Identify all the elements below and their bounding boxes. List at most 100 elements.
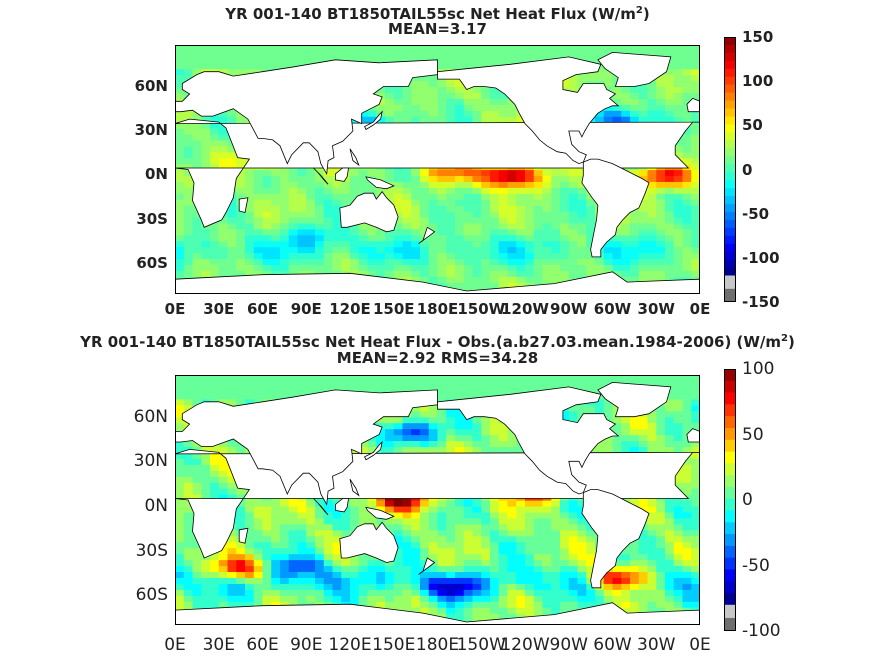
heatmap-cell [236, 169, 246, 177]
heatmap-cell [437, 104, 447, 111]
heatmap-cell [428, 428, 439, 436]
heatmap-cell [498, 222, 509, 230]
heatmap-cell [227, 577, 237, 584]
heatmap-cell [236, 446, 246, 453]
heatmap-cell [420, 211, 430, 218]
heatmap-cell [612, 571, 622, 578]
heatmap-cell [507, 181, 517, 188]
heatmap-cell [367, 583, 377, 590]
heatmap-cell [315, 246, 325, 254]
heatmap-cell [192, 452, 202, 459]
heatmap-cell [621, 228, 631, 236]
heatmap-cell [367, 169, 377, 177]
heatmap-cell [533, 559, 544, 567]
heatmap-cell [665, 595, 675, 602]
heatmap-cell [621, 258, 631, 265]
heatmap-cell [385, 104, 395, 111]
heatmap-cell [542, 252, 552, 260]
heatmap-cell [542, 583, 552, 590]
heatmap-cell [551, 175, 561, 182]
heatmap-cell [455, 547, 465, 555]
heatmap-cell [455, 104, 465, 111]
heatmap-cell [446, 416, 456, 424]
heatmap-cell [210, 50, 220, 58]
heatmap-cell [227, 56, 237, 64]
heatmap-cell [376, 246, 386, 254]
heatmap-cell [656, 45, 666, 52]
heatmap-cell [673, 86, 684, 94]
heatmap-cell [656, 264, 666, 271]
heatmap-cell [183, 392, 194, 400]
heatmap-cell [402, 511, 412, 519]
heatmap-cell [402, 428, 412, 436]
heatmap-cell [227, 240, 237, 248]
heatmap-cell [691, 50, 700, 58]
heatmap-cell [665, 392, 675, 400]
heatmap-cell [385, 98, 395, 105]
heatmap-cell [446, 440, 456, 448]
heatmap-cell [665, 535, 675, 543]
heatmap-cell [297, 559, 307, 567]
heatmap-cell [210, 601, 220, 608]
heatmap-cell [542, 264, 552, 271]
heatmap-cell [271, 240, 281, 248]
heatmap-cell [463, 386, 474, 394]
heatmap-cell [490, 511, 500, 519]
heatmap-cell [385, 422, 395, 430]
heatmap-cell [376, 228, 386, 236]
heatmap-cell [498, 216, 509, 224]
heatmap-cell [533, 193, 544, 200]
heatmap-cell [516, 595, 526, 602]
heatmap-cell [420, 601, 430, 608]
heatmap-cell [175, 440, 185, 448]
heatmap-cell [280, 386, 290, 394]
heatmap-cell [420, 110, 430, 117]
heatmap-cell [577, 565, 587, 573]
heatmap-cell [507, 240, 517, 248]
heatmap-cell [665, 511, 675, 519]
heatmap-cell [673, 559, 684, 567]
heatmap-cell [367, 500, 377, 507]
heatmap-cell [210, 139, 220, 147]
heatmap-cell [183, 511, 194, 519]
heatmap-cell [183, 595, 194, 602]
heatmap-cell [201, 240, 211, 248]
heatmap-cell [568, 222, 579, 230]
heatmap-cell [682, 74, 692, 82]
heatmap-cell [201, 452, 211, 459]
heatmap-cell [175, 240, 185, 248]
heatmap-cell [551, 547, 561, 555]
heatmap-cell [175, 110, 185, 117]
heatmap-cell [638, 276, 649, 283]
heatmap-cell [253, 571, 264, 578]
x-tick-label: 90E [290, 300, 322, 318]
colorbar-segment [724, 180, 736, 189]
heatmap-cell [437, 511, 447, 519]
heatmap-cell [411, 246, 421, 254]
heatmap-cell [262, 529, 272, 537]
heatmap-cell [463, 222, 474, 230]
heatmap-cell [437, 240, 447, 248]
heatmap-cell [332, 45, 342, 52]
heatmap-cell [297, 511, 307, 519]
heatmap-cell [463, 529, 474, 537]
heatmap-cell [183, 151, 194, 159]
heatmap-cell [402, 193, 412, 200]
heatmap-cell [568, 258, 579, 265]
heatmap-cell [446, 264, 456, 271]
heatmap-cell [420, 511, 430, 519]
heatmap-cell [568, 169, 579, 177]
heatmap-cell [297, 228, 307, 236]
heatmap-cell [271, 50, 281, 58]
heatmap-cell [367, 45, 377, 52]
heatmap-cell [638, 595, 649, 602]
heatmap-cell [402, 505, 412, 513]
heatmap-cell [577, 228, 587, 236]
heatmap-cell [306, 240, 316, 248]
heatmap-cell [612, 104, 622, 111]
heatmap-cell [183, 494, 194, 501]
heatmap-cell [385, 434, 395, 442]
land-mass [175, 271, 700, 294]
heatmap-cell [446, 529, 456, 537]
chart-subtitle: MEAN=2.92 RMS=34.28 [336, 349, 539, 367]
